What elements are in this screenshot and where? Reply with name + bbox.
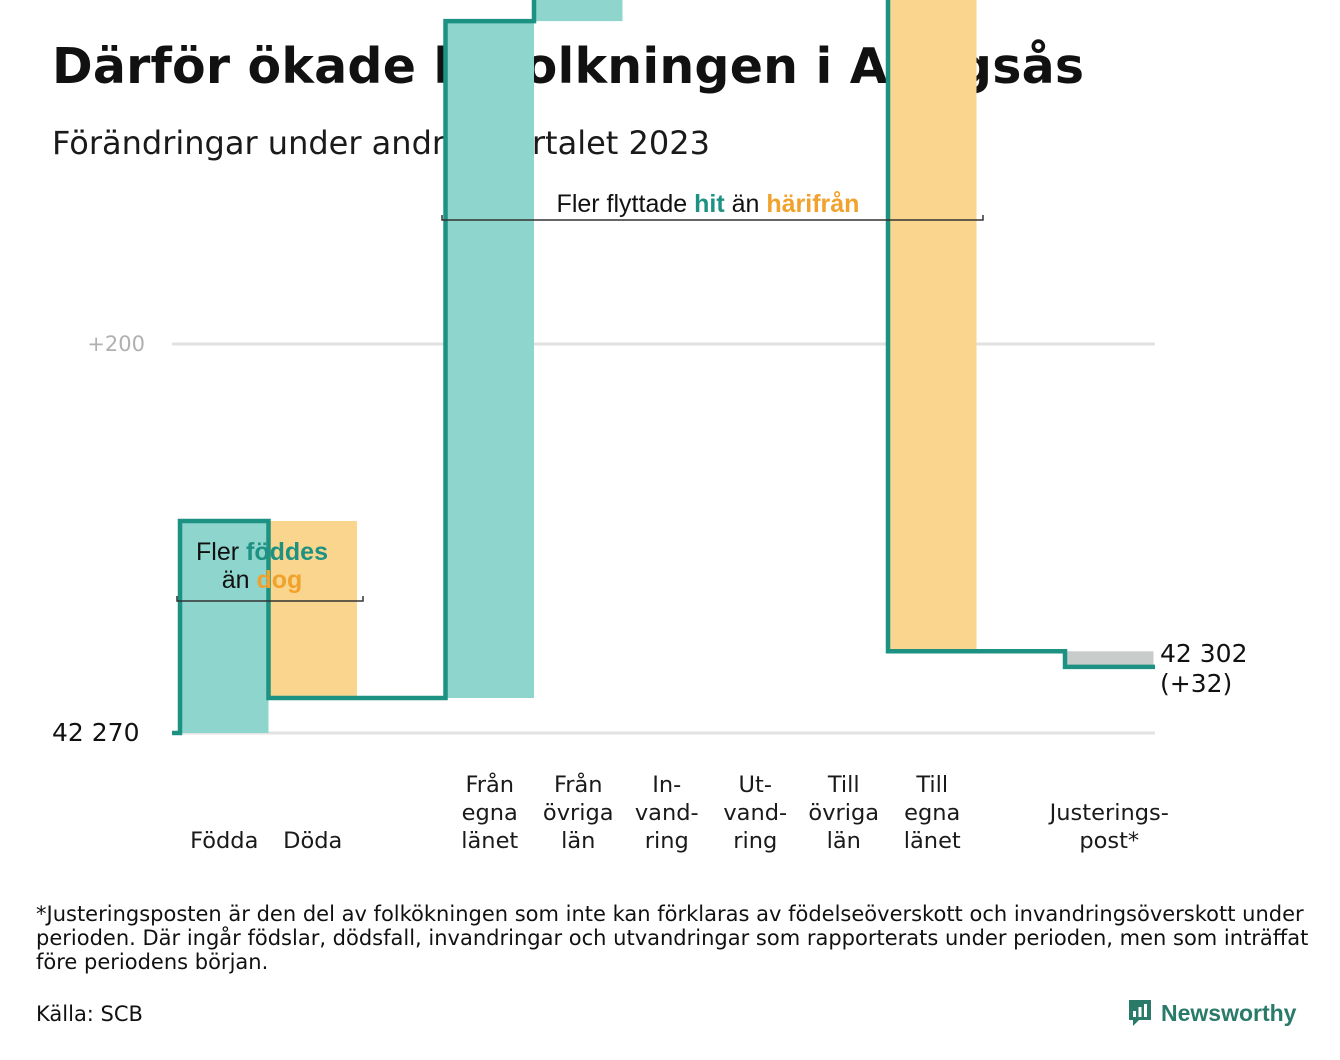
- cumulative-step-line: [172, 0, 1155, 736]
- category-label: Till: [827, 772, 860, 798]
- category-label: ring: [733, 828, 777, 854]
- category-label: In-: [652, 772, 681, 798]
- annotation-normal-word: än: [222, 566, 250, 594]
- bar-increase: [180, 520, 269, 733]
- newsworthy-logo-icon: [1129, 1000, 1151, 1026]
- category-label: ring: [645, 828, 689, 854]
- category-label: Döda: [283, 828, 342, 854]
- category-label: län: [561, 828, 595, 854]
- category-label: län: [827, 828, 861, 854]
- annotation-text: Fler flyttade hit än härifrån: [557, 190, 860, 218]
- bar-decrease: [268, 520, 357, 698]
- category-label: vand-: [635, 800, 699, 826]
- category-label: post*: [1079, 828, 1139, 854]
- annotation-text: Fler föddes: [196, 538, 328, 566]
- category-label: länet: [461, 828, 518, 854]
- category-label: övriga: [543, 800, 614, 826]
- footnote: *Justeringsposten är den del av folkökni…: [36, 902, 1309, 974]
- chart-subtitle: Förändringar under andra kvartalet 2023: [52, 124, 710, 162]
- annotation-increase-word: hit: [687, 190, 725, 218]
- category-label: Ut-: [739, 772, 772, 798]
- category-label: Från: [465, 770, 514, 798]
- category-label: Födda: [190, 828, 258, 854]
- category-label: Till: [915, 772, 948, 798]
- annotation-normal-word: Fler: [196, 538, 239, 566]
- annotation-normal-word: Fler flyttade: [557, 190, 688, 218]
- annotation-decrease-word: dog: [250, 566, 303, 594]
- category-label: vand-: [723, 800, 787, 826]
- y-tick-label: +200: [87, 332, 145, 356]
- annotation-bracket: [441, 215, 984, 221]
- bar-increase: [534, 0, 623, 22]
- category-label: Justerings-: [1048, 800, 1169, 826]
- end-value-label: 42 302: [1160, 639, 1247, 668]
- category-label: egna: [462, 800, 518, 826]
- category-label: Från: [554, 770, 603, 798]
- category-label: egna: [904, 800, 960, 826]
- annotation-increase-word: föddes: [239, 538, 328, 566]
- category-label: länet: [904, 828, 961, 854]
- annotation-text: än dog: [222, 566, 303, 594]
- category-label: övriga: [808, 800, 879, 826]
- logo-text: Newsworthy: [1161, 999, 1297, 1026]
- bar-increase: [445, 21, 534, 698]
- annotation-normal-word: än: [725, 190, 760, 218]
- source-label: Källa: SCB: [36, 1002, 143, 1026]
- bar-decrease: [888, 0, 977, 652]
- bar-adjustment: [1065, 651, 1154, 667]
- end-change-label: (+32): [1160, 669, 1232, 698]
- newsworthy-logo: Newsworthy: [1127, 996, 1296, 1030]
- start-value-label: 42 270: [52, 718, 139, 747]
- annotation-decrease-word: härifrån: [759, 190, 859, 218]
- annotation-bracket: [176, 596, 364, 602]
